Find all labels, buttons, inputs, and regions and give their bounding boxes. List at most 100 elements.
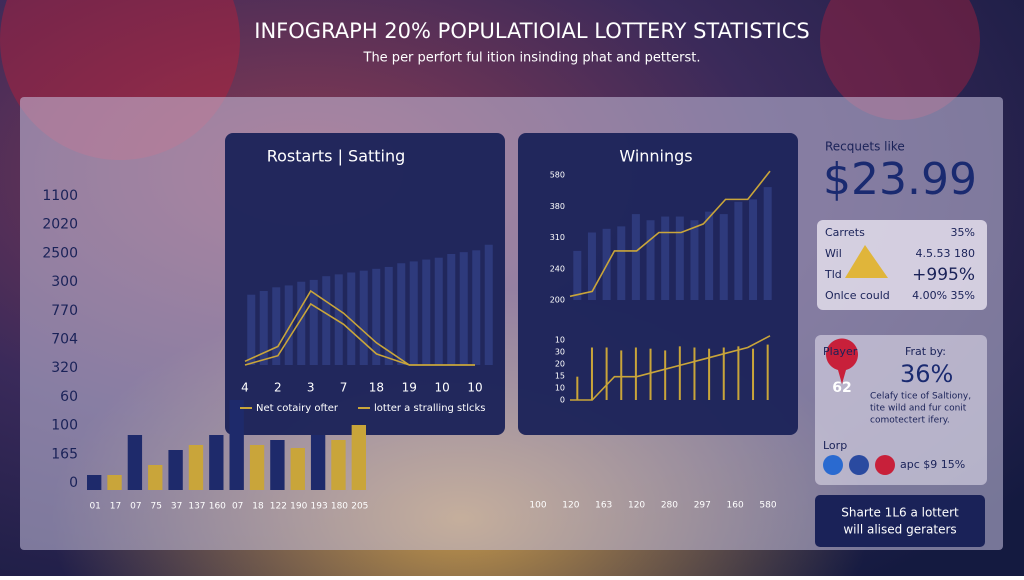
- social-text: apc $9 15%: [900, 458, 965, 471]
- bar: [708, 348, 711, 400]
- chart-title: Winnings: [619, 147, 692, 166]
- axis-label: 380: [550, 202, 565, 211]
- percent: 36%: [900, 360, 953, 388]
- stat-value: 4.00% 35%: [912, 289, 975, 302]
- stat-label: Carrets: [825, 226, 865, 239]
- bar: [693, 347, 696, 400]
- bar: [409, 261, 418, 365]
- bar: [484, 244, 493, 365]
- bar: [690, 220, 699, 300]
- axis-label: 60: [60, 389, 78, 405]
- bar: [587, 232, 596, 300]
- x-tick-label: 160: [209, 502, 226, 512]
- bar: [270, 440, 285, 490]
- axis-label: 300: [51, 274, 78, 290]
- bar: [737, 346, 740, 400]
- bar: [661, 216, 670, 300]
- bar: [649, 348, 652, 400]
- dice-blur: [820, 0, 980, 120]
- stat-label: Wil: [825, 247, 842, 260]
- x-tick-label: 120: [628, 501, 645, 511]
- axis-label: 2500: [42, 245, 78, 261]
- bar: [290, 448, 305, 490]
- bar: [749, 199, 758, 300]
- bar: [209, 435, 224, 490]
- bar: [272, 287, 281, 365]
- bar: [766, 344, 769, 400]
- axis-label: 20: [555, 360, 565, 369]
- price-caption: Recquets like: [825, 140, 905, 154]
- bar: [576, 376, 579, 400]
- social-icon: [875, 455, 895, 475]
- bar: [617, 226, 626, 300]
- bar: [334, 274, 343, 365]
- series-line: [569, 170, 771, 298]
- bar: [620, 350, 623, 400]
- stat-value: 35%: [951, 226, 975, 239]
- button-text: will alised geraters: [843, 523, 956, 537]
- bar: [763, 187, 772, 300]
- bar: [675, 216, 684, 300]
- bar: [87, 475, 102, 490]
- chart-title: Rostarts | Satting: [267, 147, 406, 166]
- bar: [127, 435, 143, 490]
- bar: [634, 347, 637, 400]
- x-tick-label: 75: [151, 502, 162, 512]
- badge-pin: [826, 338, 858, 384]
- bar: [434, 257, 443, 365]
- bar: [590, 347, 593, 400]
- description: tite wild and fur conit: [870, 404, 967, 414]
- social-icon: [823, 455, 843, 475]
- legend-label: lotter a stralling stlcks: [374, 403, 485, 414]
- bar: [322, 276, 331, 365]
- axis-label: 770: [51, 303, 78, 319]
- bar: [664, 350, 667, 400]
- x-tick-label: 100: [529, 501, 546, 511]
- bar: [397, 263, 406, 365]
- x-tick-label: 190: [290, 502, 307, 512]
- x-tick-label: 205: [351, 502, 368, 512]
- x-tick-label: 4: [241, 381, 249, 395]
- axis-label: 0: [69, 475, 78, 491]
- bar: [422, 259, 431, 365]
- axis-label: 704: [51, 332, 78, 348]
- axis-label: 2020: [42, 217, 78, 233]
- axis-label: 310: [550, 233, 565, 242]
- chart-card: [518, 133, 798, 435]
- axis-label: 10: [555, 336, 565, 345]
- x-tick-label: 18: [369, 381, 384, 395]
- stat-value: 4.5.53 180: [916, 247, 975, 260]
- x-tick-label: 17: [110, 502, 121, 512]
- x-tick-label: 163: [595, 501, 612, 511]
- x-tick-label: 18: [252, 502, 264, 512]
- bar: [297, 281, 306, 365]
- x-tick-label: 137: [188, 502, 205, 512]
- stat-value: +995%: [912, 265, 975, 285]
- bar: [310, 435, 326, 490]
- bar: [247, 294, 256, 365]
- share-button[interactable]: [815, 495, 985, 547]
- stats-card: [817, 220, 987, 310]
- x-tick-label: 3: [307, 381, 315, 395]
- x-tick-label: 580: [759, 501, 776, 511]
- x-tick-label: 01: [89, 502, 100, 512]
- frat-label: Frat by:: [905, 345, 946, 358]
- button-text: Sharte 1L6 a lottert: [841, 506, 959, 520]
- bar: [372, 268, 381, 365]
- bar: [284, 285, 293, 365]
- bar: [259, 291, 268, 365]
- bar: [359, 270, 368, 365]
- axis-label: 30: [555, 348, 565, 357]
- bar: [148, 465, 163, 490]
- axis-label: 10: [555, 384, 565, 393]
- bar: [722, 347, 725, 400]
- bar: [347, 272, 356, 365]
- bar: [188, 445, 204, 490]
- price: $23.99: [823, 154, 977, 205]
- axis-label: 320: [51, 360, 78, 376]
- axis-label: 15: [555, 372, 565, 381]
- bar: [351, 425, 366, 490]
- x-tick-label: 07: [130, 502, 141, 512]
- player-card: [815, 335, 987, 485]
- social-icon: [849, 455, 869, 475]
